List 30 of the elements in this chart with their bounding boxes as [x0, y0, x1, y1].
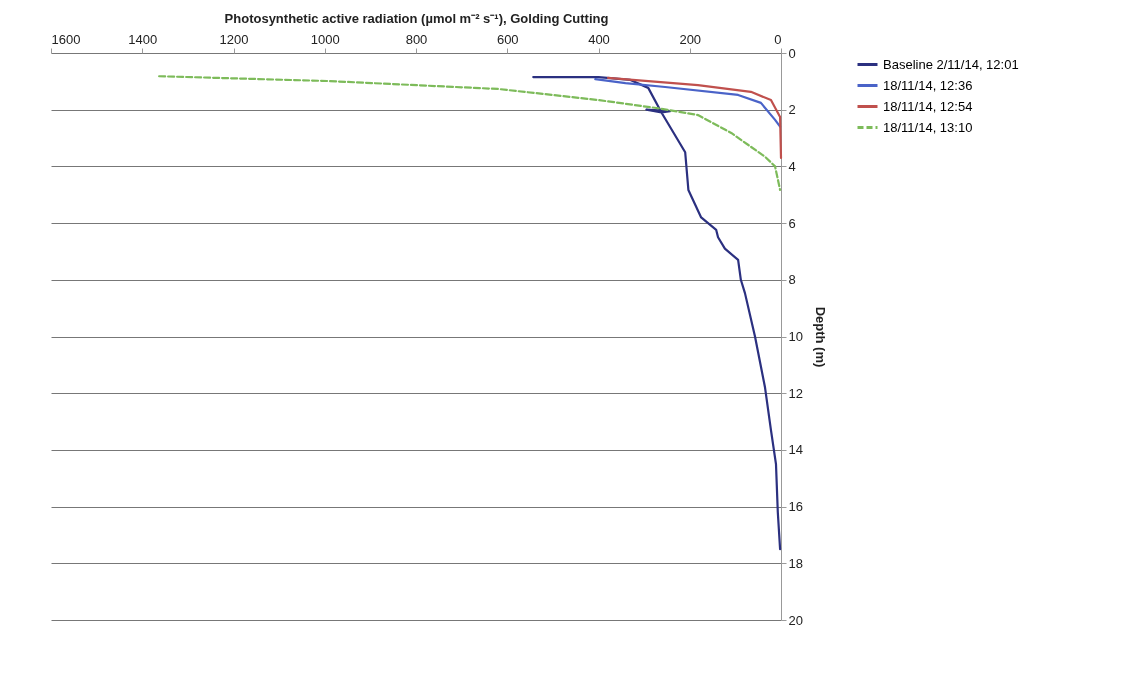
line-series	[158, 75, 782, 192]
x-axis-title: Photosynthetic active radiation (µmol m⁻² s⁻¹), Golding Cutting	[224, 10, 609, 26]
x-tick-label: 0	[774, 31, 782, 47]
y-tick-label: 0	[788, 45, 796, 61]
x-tick-label: 1600	[51, 31, 81, 47]
y-tick-label: 4	[788, 158, 796, 174]
x-tick-label: 1400	[128, 31, 158, 47]
legend-label: 18/11/14, 13:10	[883, 119, 973, 135]
y-tick-label: 18	[788, 555, 803, 571]
line-series	[606, 76, 783, 159]
y-tick-label: 6	[788, 215, 796, 231]
x-tick-label: 800	[405, 31, 428, 47]
x-tick-label: 600	[496, 31, 519, 47]
y-axis-title: Depth (m)	[812, 306, 828, 368]
y-tick-label: 8	[788, 272, 796, 288]
y-tick-label: 2	[788, 102, 796, 118]
x-tick-label: 400	[588, 31, 610, 47]
x-tick-label: 1000	[310, 31, 340, 47]
legend-label: Baseline 2/11/14, 12:01	[883, 56, 1019, 72]
y-tick-label: 10	[788, 329, 803, 344]
y-tick-label: 20	[788, 612, 803, 628]
y-tick-label: 12	[788, 385, 803, 401]
y-tick-label: 14	[788, 442, 803, 458]
line-series	[532, 76, 782, 551]
x-tick-label: 200	[679, 31, 702, 47]
y-tick-label: 16	[788, 499, 803, 515]
legend-label: 18/11/14, 12:54	[883, 98, 973, 114]
line-series	[594, 77, 782, 128]
x-tick-label: 1200	[219, 31, 249, 47]
legend-label: 18/11/14, 12:36	[883, 77, 973, 93]
